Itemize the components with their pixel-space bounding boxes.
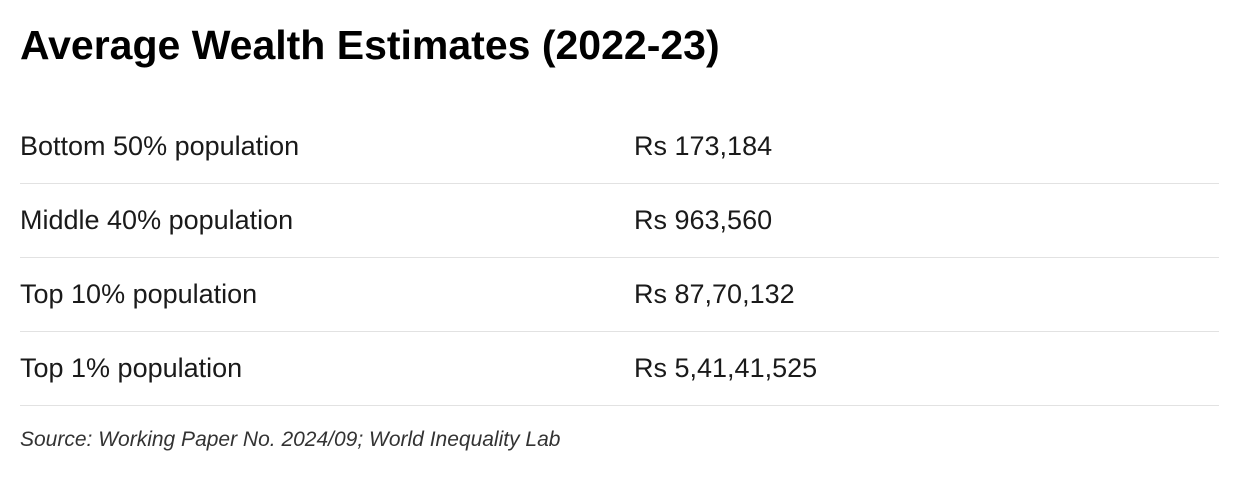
table-row: Bottom 50% population Rs 173,184 — [20, 110, 1219, 184]
table-title: Average Wealth Estimates (2022-23) — [20, 22, 720, 68]
table-row: Top 10% population Rs 87,70,132 — [20, 258, 1219, 332]
source-note: Source: Working Paper No. 2024/09; World… — [20, 428, 561, 451]
row-value: Rs 5,41,41,525 — [634, 353, 818, 383]
table-row: Top 1% population Rs 5,41,41,525 — [20, 332, 1219, 406]
row-label: Top 10% population — [20, 279, 258, 309]
row-value: Rs 963,560 — [634, 205, 773, 235]
table-row: Middle 40% population Rs 963,560 — [20, 184, 1219, 258]
row-value: Rs 87,70,132 — [634, 279, 795, 309]
wealth-table: Bottom 50% population Rs 173,184 Middle … — [20, 110, 1219, 406]
row-label: Top 1% population — [20, 353, 243, 383]
row-value: Rs 173,184 — [634, 131, 773, 161]
row-label: Middle 40% population — [20, 205, 294, 235]
row-label: Bottom 50% population — [20, 131, 300, 161]
